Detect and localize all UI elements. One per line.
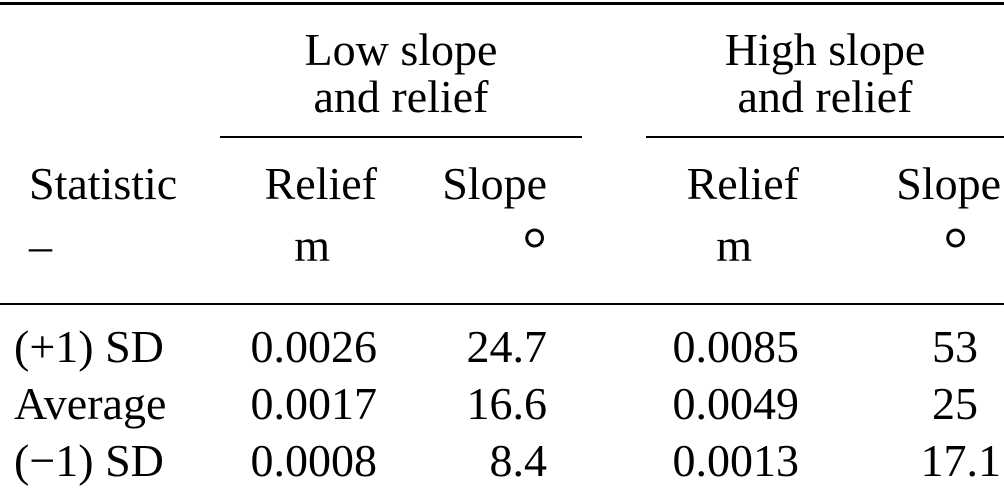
unit-relief-low: m — [215, 213, 380, 305]
group-header-spacer — [0, 4, 215, 136]
group-high-line2: and relief — [737, 71, 913, 122]
cell-high-slope: 53 — [932, 321, 978, 372]
row-label: (+1) SD — [14, 321, 164, 372]
unit-statistic: – — [0, 213, 215, 305]
cell-high-slope: 17.1 — [920, 435, 1002, 486]
unit-slope-low: ° — [380, 213, 550, 305]
unit-relief-high: m — [550, 213, 802, 305]
unit-row: – m ° m ° — [0, 213, 1004, 305]
table-row-average: Average 0.0017 16.6 0.0049 25 — [0, 375, 1004, 432]
cell-high-relief: 0.0085 — [672, 321, 800, 372]
group-high-line1: High slope — [724, 24, 926, 75]
group-header-low: Low slope and relief — [215, 4, 550, 136]
col-header-slope-high: Slope — [896, 158, 1001, 209]
group-low-line2: and relief — [313, 71, 489, 122]
group-header-high: High slope and relief — [550, 4, 1004, 136]
cell-low-relief: 0.0017 — [250, 378, 378, 429]
group-low-line1: Low slope — [304, 24, 498, 75]
row-label: (−1) SD — [14, 435, 164, 486]
cell-high-slope: 25 — [932, 378, 978, 429]
cell-low-slope: 8.4 — [489, 435, 548, 486]
degree-symbol-high: ° — [943, 216, 968, 284]
cell-low-slope: 24.7 — [466, 321, 548, 372]
cell-low-relief: 0.0008 — [250, 435, 378, 486]
cell-low-relief: 0.0026 — [250, 321, 378, 372]
col-header-relief-high: Relief — [686, 158, 799, 209]
column-header-row: Statistic Relief Slope Relief Slope — [0, 135, 1004, 213]
cell-high-relief: 0.0013 — [672, 435, 800, 486]
cmidrule-low-group — [220, 136, 582, 138]
cell-high-relief: 0.0049 — [672, 378, 800, 429]
cmidrule-high-group — [646, 136, 1004, 138]
col-header-slope-low: Slope — [442, 158, 547, 209]
group-header-row: Low slope and relief High slope and reli… — [0, 4, 1004, 136]
table-row-minus1sd: (−1) SD 0.0008 8.4 0.0013 17.1 — [0, 432, 1004, 496]
degree-symbol-low: ° — [522, 216, 547, 284]
col-header-relief-low: Relief — [264, 158, 377, 209]
cell-low-slope: 16.6 — [466, 378, 548, 429]
row-label: Average — [14, 378, 167, 429]
unit-slope-high: ° — [802, 213, 1004, 305]
table-row-plus1sd: (+1) SD 0.0026 24.7 0.0085 53 — [0, 304, 1004, 375]
col-header-statistic: Statistic — [29, 158, 178, 209]
